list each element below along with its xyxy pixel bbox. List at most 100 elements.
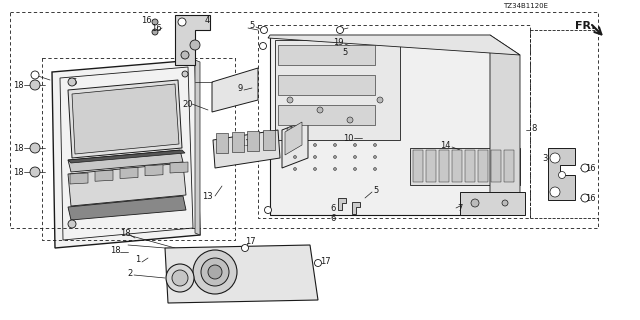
Circle shape	[178, 18, 186, 26]
Text: 19: 19	[333, 37, 343, 46]
Polygon shape	[439, 150, 449, 182]
Circle shape	[264, 206, 271, 213]
Circle shape	[314, 167, 317, 171]
Polygon shape	[452, 150, 462, 182]
Text: 20: 20	[183, 100, 193, 108]
Text: 2: 2	[127, 268, 132, 277]
Circle shape	[182, 71, 188, 77]
Polygon shape	[68, 80, 182, 158]
Text: TZ34B1120E: TZ34B1120E	[503, 3, 548, 9]
Polygon shape	[410, 148, 520, 185]
Circle shape	[241, 244, 248, 252]
Circle shape	[347, 117, 353, 123]
Text: 10: 10	[343, 133, 353, 142]
Circle shape	[550, 153, 560, 163]
Circle shape	[374, 156, 376, 158]
Polygon shape	[413, 150, 423, 182]
Circle shape	[337, 27, 344, 34]
Polygon shape	[145, 165, 163, 176]
Polygon shape	[268, 35, 520, 55]
Circle shape	[30, 143, 40, 153]
Circle shape	[152, 19, 158, 25]
Text: 15: 15	[67, 77, 77, 86]
Circle shape	[287, 127, 293, 133]
Text: 18: 18	[13, 81, 23, 90]
Circle shape	[317, 107, 323, 113]
Polygon shape	[52, 60, 200, 248]
Polygon shape	[95, 170, 113, 181]
Polygon shape	[72, 84, 179, 154]
Text: 9: 9	[237, 84, 243, 92]
Circle shape	[353, 143, 356, 147]
Text: 17: 17	[244, 236, 255, 245]
Circle shape	[314, 156, 317, 158]
Polygon shape	[352, 202, 360, 214]
Text: 18: 18	[13, 143, 23, 153]
Text: 11: 11	[240, 139, 250, 148]
Circle shape	[201, 258, 229, 286]
Text: 14: 14	[440, 140, 451, 149]
Polygon shape	[195, 60, 200, 235]
Circle shape	[260, 27, 268, 34]
Circle shape	[333, 156, 337, 158]
Polygon shape	[278, 105, 375, 125]
Circle shape	[68, 78, 76, 86]
Circle shape	[353, 167, 356, 171]
Circle shape	[152, 29, 158, 35]
Circle shape	[374, 167, 376, 171]
Circle shape	[190, 40, 200, 50]
Polygon shape	[165, 245, 318, 303]
Polygon shape	[282, 120, 308, 168]
Text: 6: 6	[330, 204, 336, 212]
Polygon shape	[68, 150, 183, 172]
Circle shape	[31, 71, 39, 79]
Polygon shape	[548, 148, 575, 200]
Polygon shape	[426, 150, 436, 182]
Polygon shape	[248, 131, 259, 151]
Circle shape	[30, 167, 40, 177]
Circle shape	[208, 265, 222, 279]
Polygon shape	[460, 192, 525, 215]
Circle shape	[30, 80, 40, 90]
Circle shape	[581, 194, 589, 202]
Circle shape	[333, 167, 337, 171]
Polygon shape	[212, 68, 258, 112]
Text: 5: 5	[250, 20, 255, 29]
Circle shape	[374, 143, 376, 147]
Polygon shape	[213, 130, 280, 168]
Polygon shape	[232, 132, 244, 152]
Circle shape	[294, 143, 296, 147]
Circle shape	[294, 167, 296, 171]
Text: 6: 6	[330, 213, 336, 222]
Circle shape	[259, 43, 266, 50]
Text: 13: 13	[202, 191, 212, 201]
Circle shape	[550, 187, 560, 197]
Text: 7: 7	[458, 204, 463, 212]
Polygon shape	[478, 150, 488, 182]
Circle shape	[559, 172, 566, 179]
Circle shape	[581, 164, 589, 172]
Text: 16: 16	[150, 23, 161, 33]
Text: 16: 16	[585, 194, 595, 203]
Polygon shape	[70, 173, 88, 184]
Polygon shape	[491, 150, 501, 182]
Circle shape	[377, 97, 383, 103]
Polygon shape	[68, 196, 186, 220]
Polygon shape	[175, 15, 210, 65]
Circle shape	[333, 143, 337, 147]
Polygon shape	[504, 150, 514, 182]
Text: 16: 16	[585, 164, 595, 172]
Polygon shape	[263, 131, 275, 150]
Text: 3: 3	[542, 154, 548, 163]
Text: 18: 18	[120, 228, 131, 237]
Circle shape	[314, 143, 317, 147]
Polygon shape	[68, 163, 186, 206]
Circle shape	[181, 51, 189, 59]
Text: 18: 18	[109, 245, 120, 254]
Text: 18: 18	[13, 167, 23, 177]
Circle shape	[68, 220, 76, 228]
Polygon shape	[490, 35, 520, 215]
Circle shape	[294, 156, 296, 158]
Polygon shape	[68, 150, 185, 163]
Polygon shape	[170, 162, 188, 173]
